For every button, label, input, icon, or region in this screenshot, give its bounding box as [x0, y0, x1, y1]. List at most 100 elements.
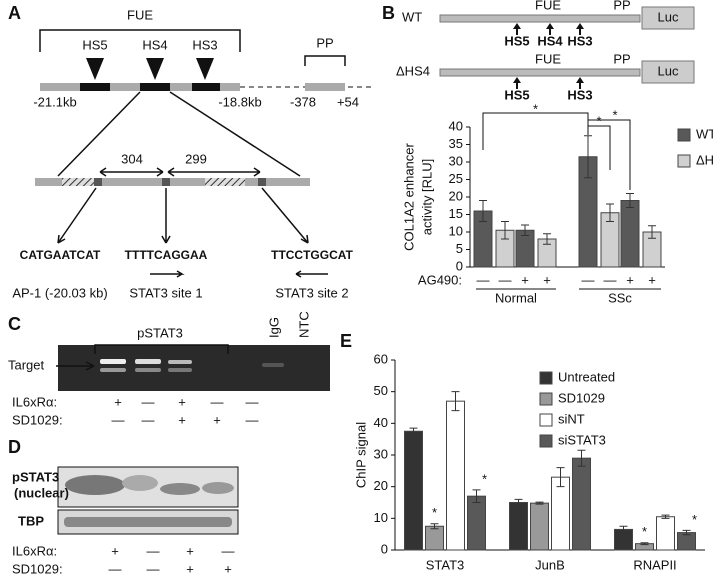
bar: [467, 495, 486, 551]
hs-arrow: [546, 23, 554, 35]
band-label: (nuclear): [14, 485, 69, 500]
fue: FUE: [535, 0, 561, 12]
distance: 304: [121, 151, 143, 166]
row-mark: —: [246, 394, 259, 409]
y-tick-label: 5: [456, 241, 463, 256]
x-tick-label: STAT3: [426, 557, 465, 572]
row-mark: +: [178, 394, 186, 409]
bracket: [304, 55, 346, 66]
legend-label: WT: [696, 126, 713, 141]
annotation: *: [612, 107, 617, 122]
site: [258, 178, 266, 186]
hs-arrow: [513, 23, 521, 35]
error-bar: [409, 427, 418, 435]
row-label: IL6xRα:: [12, 394, 57, 409]
gel: [58, 345, 330, 391]
group-label: pSTAT3: [137, 325, 183, 340]
error-bar: [640, 542, 649, 546]
hs-label: HS5: [504, 33, 529, 48]
bar: [509, 502, 528, 551]
row-label: SD1029:: [12, 412, 63, 427]
band: [100, 368, 126, 372]
band: [135, 368, 161, 372]
bar: [620, 200, 640, 268]
band: [122, 475, 158, 491]
row-mark: —: [222, 543, 235, 558]
legend-swatch: [539, 371, 553, 385]
hs-label: HS5: [82, 37, 107, 52]
y-tick-label: 60: [374, 351, 388, 366]
y-tick-label: 0: [456, 258, 463, 273]
zoom-line: [57, 91, 141, 177]
sequence: TTTTCAGGAA: [125, 248, 208, 262]
error-bar: [479, 200, 487, 222]
hs-block: [80, 83, 110, 91]
y-tick-label: 35: [449, 136, 463, 151]
bar: [530, 502, 549, 551]
y-tick-label: 25: [449, 171, 463, 186]
coord: -18.8kb: [218, 94, 261, 109]
lane-label: NTC: [296, 311, 311, 338]
zoom-line: [169, 91, 301, 177]
y-axis-label: activity [RLU]: [419, 159, 434, 236]
band: [100, 359, 126, 364]
legend-swatch: [539, 413, 553, 427]
band-label: TBP: [18, 513, 44, 528]
sequence: CATGAATCAT: [20, 248, 101, 262]
pointer-arrows: [57, 187, 309, 244]
row-mark: —: [112, 412, 125, 427]
treatment-label: AG490:: [418, 272, 462, 287]
x-tick-label: JunB: [535, 557, 565, 572]
panel-label: A: [8, 3, 21, 23]
hs-triangles: [86, 58, 214, 80]
site-label: STAT3 site 1: [129, 285, 202, 300]
hs-arrow: [576, 23, 584, 35]
pp: PP: [613, 51, 630, 66]
row-mark: +: [178, 412, 186, 427]
pp: PP: [613, 0, 630, 12]
row-mark: —: [109, 561, 122, 576]
legend-label: ΔHS4: [696, 152, 713, 167]
panel-c: pSTAT3 IgG NTC Target: [8, 311, 330, 391]
row-mark: +: [213, 412, 221, 427]
luc: Luc: [658, 63, 679, 78]
group-label: Normal: [495, 290, 537, 305]
error-bar: [682, 529, 691, 536]
panel-label: E: [340, 331, 352, 351]
sig-bracket: [482, 112, 631, 190]
hs-block: [140, 83, 170, 91]
annotation: *: [596, 113, 601, 128]
error-bar: [606, 203, 614, 222]
row-label: IL6xRα:: [12, 543, 57, 558]
treatment-mark: —: [477, 272, 490, 287]
construct-name: ΔHS4: [396, 63, 430, 78]
legend-swatch: [677, 128, 691, 142]
error-bar: [501, 221, 509, 240]
arrow: [56, 361, 95, 371]
bracket: [39, 29, 241, 52]
legend-label: siNT: [558, 411, 585, 426]
legend-label: siSTAT3: [558, 432, 606, 447]
error-bar: [584, 135, 592, 179]
row-mark: —: [246, 412, 259, 427]
bar: [404, 430, 423, 551]
site-label: AP-1 (-20.03 kb): [12, 285, 107, 300]
band: [168, 368, 192, 372]
y-axis-label: ChIP signal: [353, 422, 368, 488]
treatment-mark: +: [648, 272, 656, 287]
group-label: SSc: [608, 290, 632, 305]
treatment-mark: +: [626, 272, 634, 287]
treatment-mark: +: [521, 272, 529, 287]
annotation: *: [692, 512, 697, 527]
error-bar: [543, 233, 551, 245]
legend-label: Untreated: [558, 369, 615, 384]
annotation: *: [482, 471, 487, 486]
error-bar: [619, 525, 628, 534]
annotation: *: [432, 505, 437, 520]
row-mark: +: [111, 543, 119, 558]
error-bar: [661, 514, 670, 519]
panel-a: FUE HS5 HS4 HS3 PP -21.1kb -18.8kb -378 …: [12, 7, 375, 300]
treatment-mark: —: [604, 272, 617, 287]
x-tick-label: RNAPII: [633, 557, 676, 572]
hatch: [62, 178, 94, 186]
